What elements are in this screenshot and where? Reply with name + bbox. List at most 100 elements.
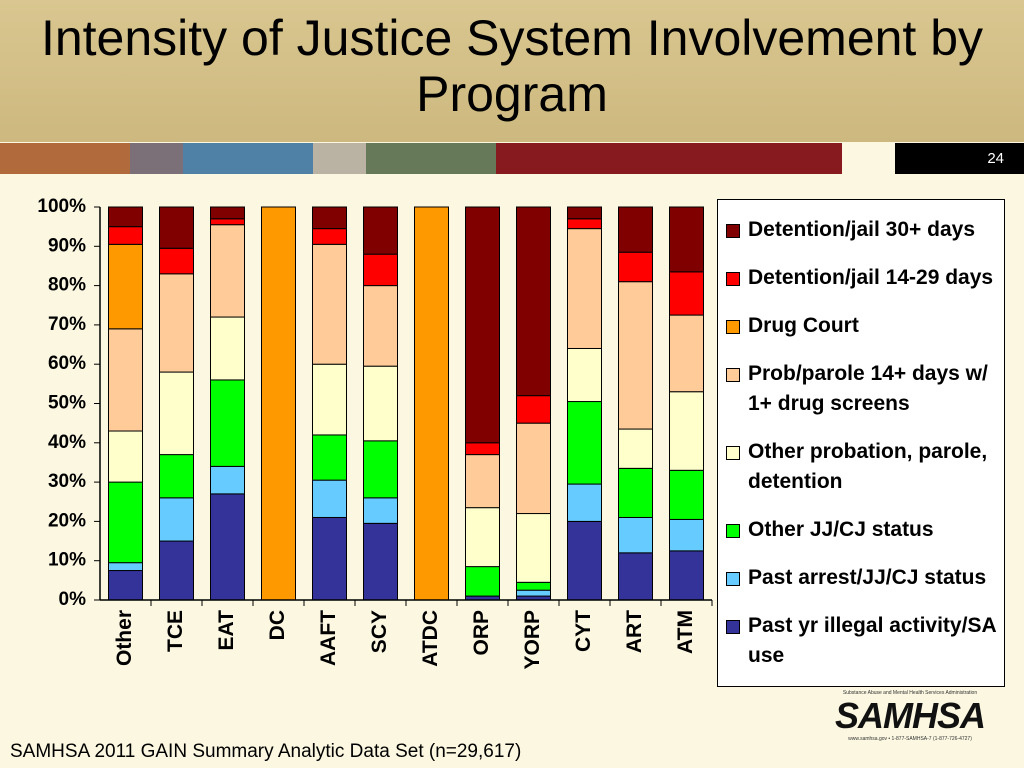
- bar-segment: [210, 379, 245, 467]
- bar-segment: [465, 507, 500, 568]
- bar-segment: [108, 562, 143, 572]
- bar-segment: [108, 206, 143, 228]
- y-tick-label: 90%: [48, 235, 86, 256]
- color-stripe: [0, 143, 1024, 174]
- bar-segment: [669, 518, 704, 552]
- bar-segment: [159, 273, 194, 373]
- y-tick-label: 20%: [48, 510, 86, 531]
- legend-item: Detention/jail 30+ days: [726, 215, 1000, 245]
- x-tick-label: AAFT: [317, 610, 340, 666]
- legend-item: Detention/jail 14-29 days: [726, 263, 1000, 293]
- bar-segment: [108, 243, 143, 330]
- bar-segment: [159, 247, 194, 275]
- legend-swatch: [726, 224, 740, 238]
- legend-swatch: [726, 320, 740, 334]
- x-tick-label: CYT: [572, 610, 595, 652]
- legend-label: Detention/jail 14-29 days: [748, 266, 994, 289]
- bar-segment: [618, 251, 653, 283]
- bar-segment: [363, 285, 398, 367]
- bar-segment: [669, 314, 704, 393]
- bar-segment: [516, 513, 551, 583]
- bar-segment: [516, 206, 551, 397]
- bar-segment: [363, 365, 398, 442]
- bar-segment: [312, 206, 347, 230]
- bar-segment: [312, 516, 347, 601]
- legend-item: Other JJ/CJ status: [726, 515, 1000, 545]
- bar-segment: [567, 206, 602, 220]
- y-tick-label: 40%: [48, 432, 86, 453]
- bar-segment: [210, 493, 245, 601]
- x-tick-label: ATDC: [419, 610, 442, 667]
- x-tick-label: DC: [266, 610, 289, 640]
- logo: Substance Abuse and Mental Health Servic…: [810, 690, 1010, 742]
- bar-segment: [312, 479, 347, 518]
- bar-segment: [669, 391, 704, 471]
- legend-label: Past yr illegal activity/SA use: [748, 614, 996, 667]
- legend-swatch: [726, 620, 740, 634]
- bar-segment: [363, 497, 398, 524]
- bar-segment: [669, 206, 704, 273]
- bar-segment: [516, 395, 551, 424]
- bar-segment: [159, 497, 194, 542]
- logo-contact: www.samhsa.gov • 1-877-SAMHSA-7 (1-877-7…: [848, 736, 972, 742]
- bar-segment: [363, 440, 398, 499]
- legend-swatch: [726, 446, 740, 460]
- legend-item: Past arrest/JJ/CJ status: [726, 563, 1000, 593]
- legend-label: Detention/jail 30+ days: [748, 218, 976, 241]
- slide-title: Intensity of Justice System Involvement …: [40, 10, 984, 122]
- y-tick-label: 70%: [48, 314, 86, 335]
- chart: 0% 10% 20% 30% 40% 50% 60% 70% 80% 90% 100% Other TC…: [37, 196, 713, 670]
- page-number: 24: [987, 150, 1004, 167]
- y-tick-label: 0%: [59, 589, 87, 610]
- footer-note: SAMHSA 2011 GAIN Summary Analytic Data S…: [10, 741, 522, 762]
- bar-segment: [669, 469, 704, 520]
- y-tick-label: 10%: [48, 550, 86, 571]
- bar-segment: [312, 228, 347, 245]
- bar-segment: [108, 328, 143, 432]
- bar-segment: [669, 271, 704, 316]
- bar-segment: [465, 454, 500, 509]
- bar-segment: [108, 430, 143, 483]
- bar-segment: [159, 540, 194, 601]
- x-tick-label: Other: [113, 610, 136, 666]
- bar-segment: [210, 465, 245, 495]
- bar-segment: [516, 581, 551, 591]
- legend-label: Drug Court: [748, 314, 859, 337]
- bar-segment: [159, 454, 194, 499]
- bar-segment: [618, 516, 653, 554]
- bar-segment: [618, 428, 653, 469]
- x-tick-label: ART: [623, 610, 646, 653]
- bar-segment: [516, 589, 551, 597]
- bar-segment: [210, 224, 245, 318]
- bar-segment: [108, 481, 143, 564]
- legend-swatch: [726, 572, 740, 586]
- bar-segment: [210, 316, 245, 381]
- legend-item: Past yr illegal activity/SA use: [726, 611, 1000, 671]
- bar-segment: [363, 206, 398, 255]
- bar-segment: [108, 226, 143, 245]
- legend-label: Prob/parole 14+ days w/ 1+ drug screens: [748, 362, 988, 415]
- y-tick-label: 80%: [48, 275, 86, 296]
- x-tick-label: ATM: [674, 610, 697, 654]
- y-tick-label: 50%: [48, 393, 86, 414]
- bar-segment: [363, 253, 398, 287]
- bar-segment: [618, 467, 653, 518]
- legend-label: Past arrest/JJ/CJ status: [748, 566, 987, 589]
- bar-segment: [618, 206, 653, 253]
- bar-segment: [618, 552, 653, 601]
- x-tick-label: SCY: [368, 610, 391, 653]
- bar-segment: [210, 218, 245, 226]
- legend-item: Other probation, parole, detention: [726, 437, 1000, 497]
- bar-segment: [159, 371, 194, 456]
- bar-segment: [312, 243, 347, 365]
- bar-segment: [567, 228, 602, 349]
- logo-tagline: Substance Abuse and Mental Health Servic…: [842, 690, 978, 696]
- bar-segment: [108, 570, 143, 601]
- bar-segment: [465, 442, 500, 456]
- legend-item: Prob/parole 14+ days w/ 1+ drug screens: [726, 359, 1000, 419]
- x-tick-label: EAT: [215, 610, 238, 651]
- bar-segment: [618, 281, 653, 430]
- bar-segment: [465, 206, 500, 444]
- x-tick-label: YORP: [521, 610, 544, 670]
- x-tick-label: TCE: [164, 610, 187, 652]
